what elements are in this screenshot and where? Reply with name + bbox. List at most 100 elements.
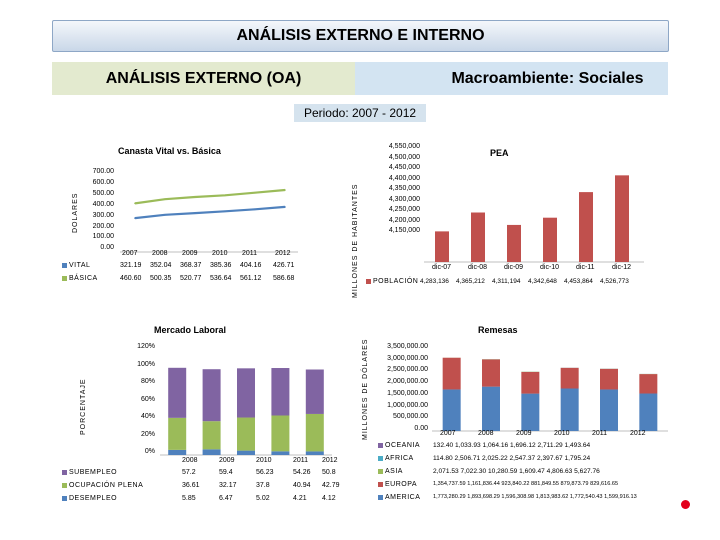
remesas-year-label: 2011 [592, 430, 608, 437]
pea-category-label: dic-11 [576, 264, 595, 271]
legend-swatch [378, 481, 383, 487]
canasta-row-label: BÁSICA [62, 275, 98, 282]
mercado-bar-ocupaci-n-plena [168, 417, 187, 450]
pea-value: 4,311,194 [492, 278, 521, 285]
pea-data-table: dic-07 dic-08 dic-09 dic-10 dic-11 dic-12 POBL… [360, 262, 660, 292]
mercado-year-label: 2008 [182, 457, 198, 464]
canasta-cell: 426.71 [273, 262, 295, 269]
canasta-point [284, 206, 286, 208]
canasta-chart [120, 188, 298, 253]
mercado-cell: 50.8 [322, 469, 336, 476]
canasta-year-label: 2008 [152, 250, 168, 257]
mercado-bar-subempleo [168, 367, 187, 418]
mercado-cell: 36.61 [182, 482, 200, 489]
remesas-bar-america [442, 389, 461, 431]
remesas-y-axis-label: MILLONES DE DÓLARES [362, 338, 369, 440]
pea-category-label: dic-09 [504, 264, 524, 271]
canasta-point [164, 214, 166, 216]
canasta-cell: 586.68 [273, 275, 295, 282]
y-tick-label: 0.00 [414, 424, 428, 432]
mercado-y-axis-label: PORCENTAJE [80, 378, 87, 435]
legend-swatch [62, 495, 67, 501]
mercado-cell: 40.94 [293, 482, 311, 489]
period-text: Periodo: 2007 - 2012 [293, 104, 427, 122]
canasta-cell: 352.04 [150, 262, 172, 269]
mercado-cell: 56.23 [256, 469, 274, 476]
y-tick-label: 3,500,000.00 [387, 343, 428, 350]
y-tick-label: 100.00 [92, 233, 114, 241]
remesas-year-label: 2007 [440, 430, 456, 437]
mercado-bar-desempleo [168, 449, 187, 455]
canasta-row-name: VITAL [69, 262, 91, 269]
canasta-cell: 368.37 [180, 262, 202, 269]
mercado-year-label: 2010 [256, 457, 272, 464]
canasta-line-básica [134, 188, 286, 205]
pea-bar [507, 224, 521, 262]
remesas-bar-america [639, 393, 658, 431]
canasta-data-table: 2007 2008 2009 2010 2011 2012 VITAL 321.19 352.0… [62, 250, 312, 290]
remesas-bar-america [482, 386, 500, 431]
y-tick-label: 4,450,000 [388, 164, 420, 171]
canasta-point [254, 191, 256, 194]
pea-category-label: dic-10 [540, 264, 560, 271]
y-tick-label: 80% [140, 378, 155, 385]
y-tick-label: 120% [137, 343, 155, 350]
remesas-year-label: 2010 [554, 430, 570, 437]
mercado-cell: 6.47 [219, 495, 233, 502]
y-tick-label: 4,500,000 [388, 153, 420, 161]
mercado-row-name: OCUPACIÓN PLENA [69, 482, 144, 489]
mercado-bar-subempleo [271, 368, 290, 416]
remesas-row-name: EUROPA [385, 481, 418, 488]
pea-value: 4,283,136 [420, 278, 449, 285]
right-section-header: Macroambiente: Sociales [355, 62, 668, 95]
y-tick-label: 0% [144, 448, 155, 455]
remesas-bar-europa [482, 359, 500, 387]
mercado-cell: 4.12 [322, 495, 336, 502]
pea-category-label: dic-12 [612, 264, 632, 271]
pea-bar [471, 212, 485, 262]
canasta-year-label: 2011 [242, 250, 258, 257]
remesas-row-values: 1,773,280.29 1,893,698.29 1,596,308.98 1… [433, 494, 637, 500]
remesas-bar-america [600, 389, 618, 431]
remesas-bar-america [560, 388, 579, 431]
remesas-bar-america [521, 393, 540, 431]
mercado-bar-desempleo [305, 451, 324, 455]
y-tick-label: 1,000,000.00 [387, 401, 428, 409]
legend-swatch [62, 262, 67, 268]
mercado-bar-subempleo [305, 369, 324, 414]
canasta-cell: 561.12 [240, 275, 262, 282]
canasta-row-label: VITAL [62, 262, 90, 269]
remesas-data-table: 2007 2008 2009 2010 2011 2012 OCEANIA 132.40 1,… [378, 428, 678, 508]
canasta-point [254, 208, 256, 211]
y-tick-label: 0.00 [100, 244, 114, 252]
mercado-bar-ocupaci-n-plena [271, 415, 290, 452]
canasta-point [134, 202, 136, 205]
canasta-y-axis-label: DOLARES [72, 192, 79, 233]
y-tick-label: 2,500,000.00 [387, 366, 428, 374]
remesas-row-label: AFRICA [378, 455, 414, 462]
remesas-row-name: AFRICA [385, 455, 414, 462]
remesas-chart-title: Remesas [478, 325, 518, 335]
pea-bar [579, 192, 593, 262]
legend-swatch [62, 482, 67, 488]
y-tick-label: 400.00 [92, 200, 114, 208]
legend-swatch [378, 442, 383, 448]
legend-swatch [378, 468, 383, 474]
y-tick-label: 4,150,000 [388, 227, 420, 234]
y-tick-label: 700.00 [92, 168, 114, 175]
y-tick-label: 3,000,000.00 [387, 354, 428, 362]
canasta-point [134, 217, 136, 219]
y-tick-label: 1,500,000.00 [387, 389, 428, 397]
mercado-bar-subempleo [237, 368, 255, 418]
remesas-chart [432, 357, 668, 432]
canasta-point [224, 194, 226, 197]
legend-swatch [62, 275, 67, 281]
y-tick-label: 4,200,000 [388, 216, 420, 224]
canasta-chart-title: Canasta Vital vs. Básica [118, 146, 221, 156]
y-tick-label: 100% [137, 360, 155, 368]
remesas-year-label: 2008 [478, 430, 494, 437]
canasta-year-label: 2009 [182, 250, 198, 257]
canasta-point [224, 210, 226, 213]
canasta-cell: 500.35 [150, 275, 172, 282]
y-tick-label: 20% [140, 430, 155, 438]
